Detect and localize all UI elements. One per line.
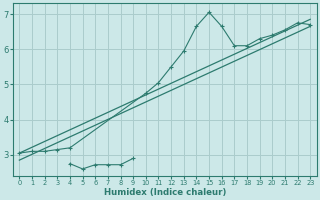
X-axis label: Humidex (Indice chaleur): Humidex (Indice chaleur) — [104, 188, 226, 197]
